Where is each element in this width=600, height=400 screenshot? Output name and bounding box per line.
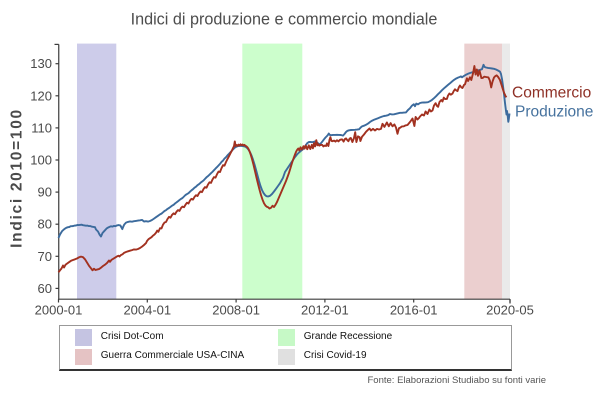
svg-text:80: 80 <box>38 217 52 232</box>
svg-text:Commercio: Commercio <box>512 85 591 102</box>
svg-text:2012-01: 2012-01 <box>301 303 349 318</box>
svg-text:2016-01: 2016-01 <box>390 303 438 318</box>
svg-text:2020-05: 2020-05 <box>486 303 534 318</box>
svg-text:120: 120 <box>30 88 52 103</box>
svg-text:Indici 2010=100: Indici 2010=100 <box>9 108 26 248</box>
svg-text:2004-01: 2004-01 <box>123 303 171 318</box>
svg-text:2000-01: 2000-01 <box>35 303 83 318</box>
svg-text:60: 60 <box>38 281 52 296</box>
svg-text:2008-01: 2008-01 <box>212 303 260 318</box>
svg-text:130: 130 <box>30 56 52 71</box>
svg-text:100: 100 <box>30 153 52 168</box>
svg-text:Produzione: Produzione <box>515 104 593 121</box>
svg-text:90: 90 <box>38 185 52 200</box>
svg-text:Indici di produzione e commerc: Indici di produzione e commercio mondial… <box>131 11 438 29</box>
svg-text:110: 110 <box>31 120 52 135</box>
svg-text:70: 70 <box>38 249 52 264</box>
